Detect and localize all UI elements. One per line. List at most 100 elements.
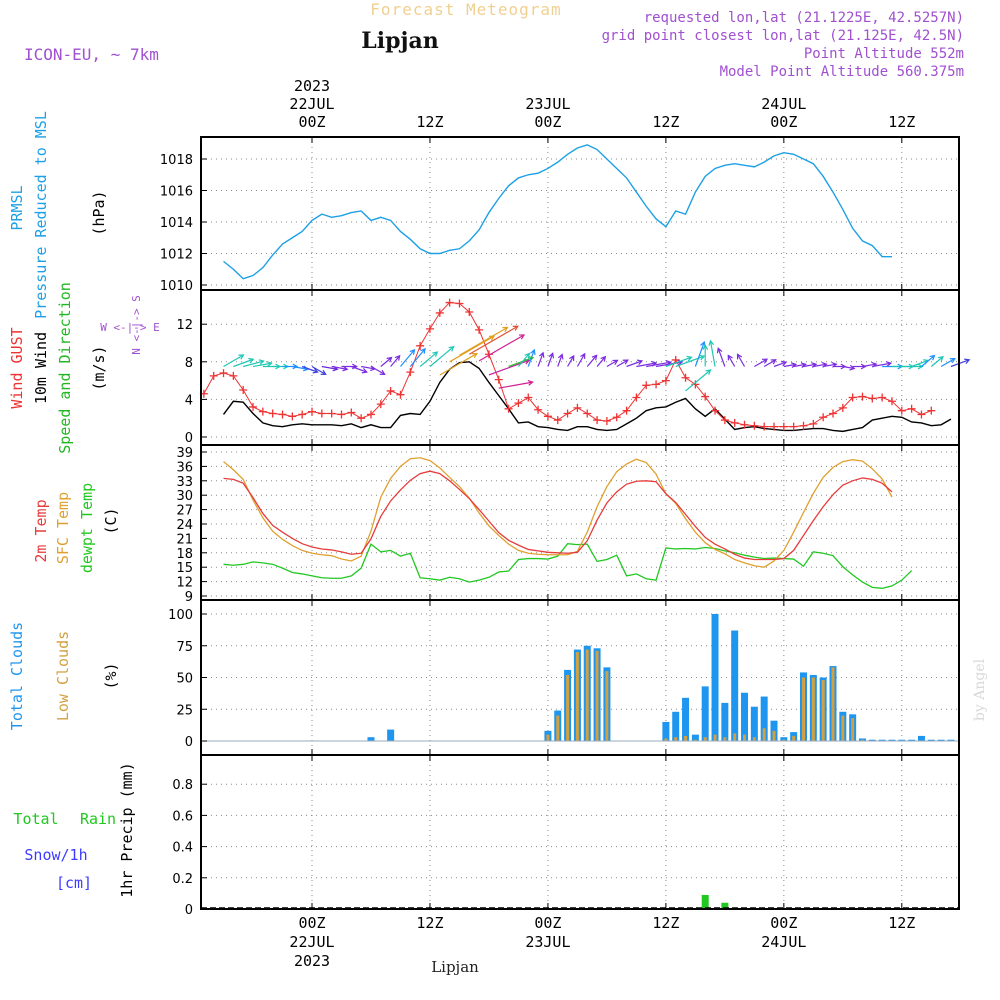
wind-arrow-shaft — [783, 363, 796, 368]
gust-marker — [573, 403, 582, 412]
wind-arrow-shaft — [488, 359, 530, 376]
gust-marker — [416, 341, 425, 350]
ytick-label-temp: 21 — [176, 532, 193, 547]
gust-marker — [239, 386, 248, 394]
axis-layer: 1010101210141016101804812912151821242730… — [160, 77, 915, 970]
gust-marker — [455, 299, 464, 308]
low-cloud-bar — [556, 715, 560, 741]
gust-marker — [366, 410, 375, 419]
wind-arrow-shaft — [616, 359, 629, 368]
gust-marker — [524, 393, 533, 402]
hpa-unit-label: (hPa) — [90, 190, 108, 235]
wind-arrow-shaft — [419, 351, 438, 367]
wind-arrow-head — [885, 361, 893, 367]
snow-label: Snow/1h — [24, 846, 87, 864]
total-cloud-bar — [888, 739, 896, 741]
wind-arrow-head — [949, 357, 956, 364]
ytick-label-wind: 4 — [185, 393, 193, 408]
total-cloud-bar — [927, 739, 935, 741]
wind-arrow-shaft — [459, 327, 508, 356]
gust-marker — [534, 405, 543, 414]
gust-marker — [799, 421, 808, 430]
low-cloud-bar — [595, 650, 599, 741]
wind-arrow-shaft — [409, 348, 426, 367]
gust-marker — [720, 416, 729, 425]
wind-arrow-head — [409, 348, 416, 355]
ytick-label-clouds: 50 — [176, 672, 193, 687]
wind-arrow-shaft — [950, 359, 970, 368]
gust-marker — [809, 419, 818, 428]
wind-arrow-shaft — [439, 353, 478, 376]
wind-arrow-head — [557, 353, 564, 360]
wind-arrow-shaft — [717, 348, 726, 367]
low-cloud-bar — [782, 739, 786, 741]
total-cloud-bar — [682, 697, 690, 741]
panel-frame-precip — [200, 754, 960, 910]
wind-arrow-shaft — [665, 356, 692, 368]
gust-marker — [514, 399, 523, 408]
sfc-temp-label: SFC Temp — [54, 492, 72, 564]
total-cloud-bar — [672, 711, 680, 741]
prmsl-line — [223, 144, 892, 280]
ytick-label-wind: 8 — [185, 356, 193, 371]
wind-arrow-head — [636, 359, 644, 366]
total-cloud-bar — [937, 739, 945, 741]
ytick-label-temp: 33 — [176, 475, 193, 490]
wind-arrow-head — [518, 334, 526, 340]
gust-marker — [347, 408, 356, 417]
gust-marker — [789, 422, 798, 431]
wind-arrow-shaft — [429, 346, 454, 367]
ytick-label-pressure: 1018 — [160, 153, 193, 168]
gust-marker — [406, 368, 415, 377]
wind-arrow-head — [699, 354, 706, 361]
bottom-time-label: 00Z — [534, 914, 561, 932]
wind-arrow-shaft — [449, 335, 495, 363]
low-cloud-bar — [851, 718, 855, 741]
wind-arrow-shaft — [862, 363, 877, 368]
percent-unit-label: (%) — [102, 662, 120, 689]
ytick-label-wind: 0 — [185, 431, 193, 446]
gust-marker — [583, 409, 592, 418]
prmsl-label: PRMSL — [8, 185, 26, 230]
wind-arrow-head — [686, 355, 693, 362]
wind-arrow-head — [386, 356, 393, 363]
gust-marker — [593, 416, 602, 425]
bottom-time-label: 00Z — [298, 914, 325, 932]
total-cloud-bar — [770, 720, 778, 741]
wind-arrow-head — [394, 354, 401, 361]
wind-arrow-head — [917, 363, 924, 370]
gust-marker — [278, 410, 287, 419]
gust-marker — [642, 381, 651, 390]
top-year-label: 2023 — [294, 77, 330, 95]
wind-arrow-shaft — [380, 357, 392, 367]
wind-arrow-head — [420, 347, 426, 354]
model-altitude: Model Point Altitude 560.375m — [720, 64, 964, 80]
wind-arrow-shaft — [842, 365, 855, 370]
wind-arrow-shaft — [468, 325, 519, 355]
total-cloud-bar — [947, 739, 955, 741]
gust-marker — [897, 406, 906, 415]
gust-marker — [209, 371, 218, 380]
gust-marker — [445, 298, 454, 307]
ytick-label-temp: 9 — [185, 590, 193, 605]
top-date-label: 23JUL — [525, 95, 570, 113]
ytick-label-precip: 0.6 — [172, 809, 193, 824]
wind-arrow-shaft — [331, 365, 348, 370]
wind-arrow-shaft — [292, 365, 309, 370]
gust-marker — [868, 394, 877, 403]
wind10-label: 10m Wind — [32, 332, 50, 404]
temp2m-line — [223, 470, 893, 561]
gust-marker — [730, 418, 739, 427]
pressure-msl-label: Pressure Reduced to MSL — [32, 111, 50, 319]
total-cloud-bar — [741, 692, 749, 741]
gust-marker — [661, 376, 670, 385]
requested-point: requested lon,lat (21.1225E, 42.5257N) — [644, 10, 964, 26]
wind-arrow-head — [361, 367, 368, 374]
wind-arrow-shaft — [930, 356, 944, 367]
wind-arrow-shaft — [803, 363, 817, 368]
wind-arrow-shaft — [626, 360, 643, 368]
total-cloud-bar — [711, 614, 719, 741]
temp2m-label: 2m Temp — [32, 499, 50, 562]
top-date-label: 24JUL — [761, 95, 806, 113]
